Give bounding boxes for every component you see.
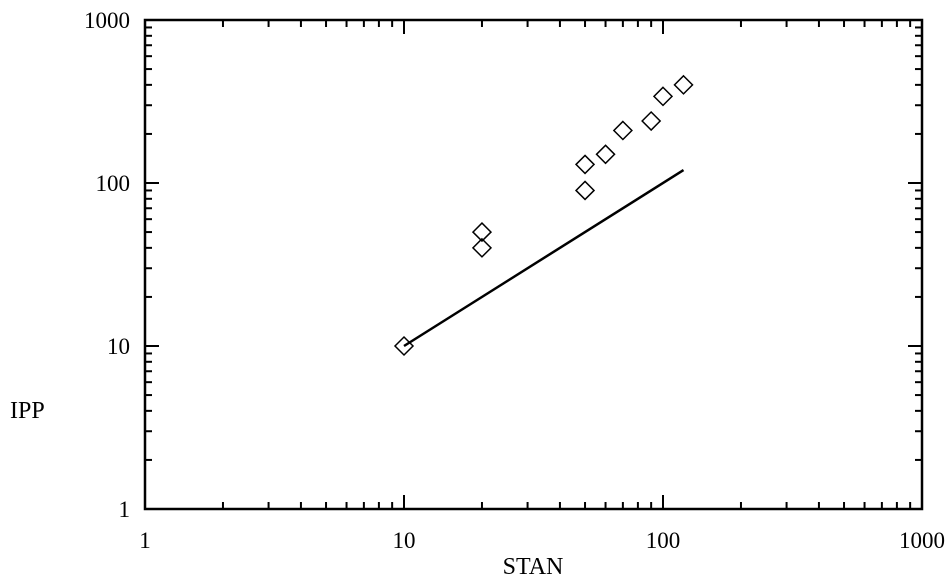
plot-frame — [143, 18, 924, 511]
data-point-diamond — [574, 154, 596, 175]
minor-ticks — [145, 20, 922, 509]
x-tick-label: 1 — [139, 528, 151, 553]
x-axis-label: STAN — [503, 554, 564, 578]
x-tick-label: 100 — [646, 528, 681, 553]
y-tick-label: 1000 — [84, 8, 130, 33]
major-ticks — [144, 19, 923, 510]
y-tick-labels: 1 10 100 1000 — [84, 8, 130, 522]
series-line-group — [403, 169, 685, 348]
y-tick-label: 1 — [119, 497, 131, 522]
x-tick-labels: 1 10 100 1000 — [139, 528, 945, 553]
data-point-diamond — [652, 86, 674, 107]
y-tick-label: 100 — [96, 171, 131, 196]
y-axis-label: IPP — [10, 398, 45, 424]
data-point-diamond — [612, 120, 633, 141]
y-tick-label: 10 — [107, 334, 130, 359]
data-point-diamond — [471, 237, 493, 258]
data-point-diamond — [673, 74, 694, 95]
data-point-diamond — [471, 222, 493, 243]
x-tick-label: 1000 — [899, 528, 945, 553]
data-point-diamond — [595, 144, 616, 165]
data-point-diamond — [574, 180, 596, 201]
data-point-diamond — [393, 335, 415, 357]
data-point-diamond — [641, 110, 662, 132]
series-points-group — [393, 74, 694, 357]
fit-line — [403, 169, 685, 348]
x-tick-label: 10 — [393, 528, 416, 553]
